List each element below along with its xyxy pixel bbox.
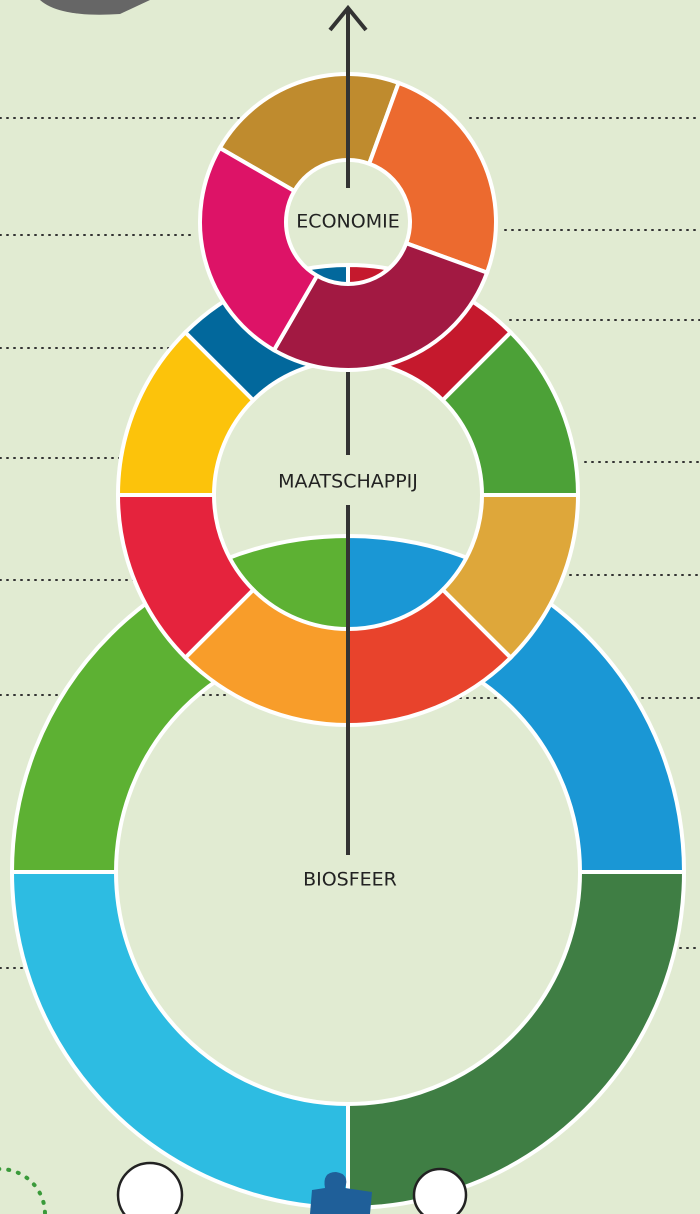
society-label: MAATSCHAPPIJ (278, 471, 418, 493)
figure-head (118, 1163, 182, 1214)
biosphere-label: BIOSFEER (303, 869, 397, 891)
economy-label: ECONOMIE (296, 211, 399, 233)
sdg-cake-diagram: ECONOMIE MAATSCHAPPIJ BIOSFEER (0, 0, 700, 1214)
figure-head (414, 1169, 466, 1214)
